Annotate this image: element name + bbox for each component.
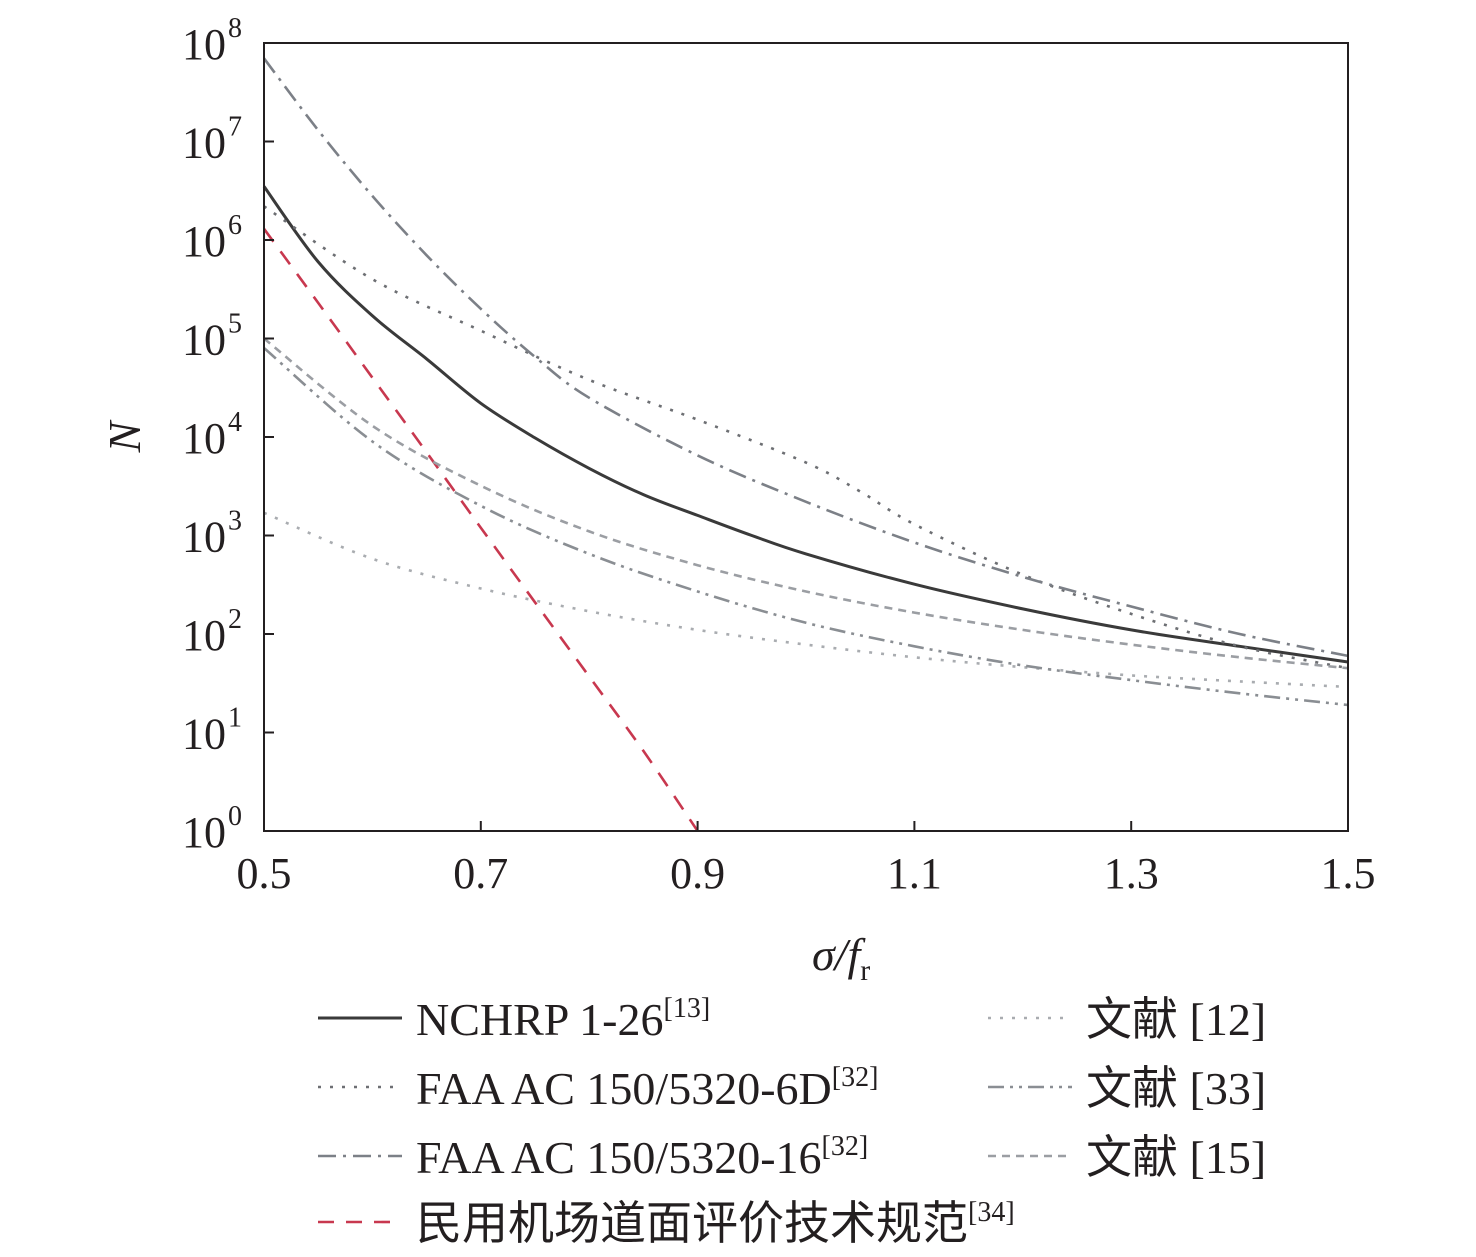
y-tick-label: 10 <box>182 316 226 365</box>
y-tick-label: 10 <box>182 20 226 69</box>
legend-label-4: 民用机场道面评价技术规范[34] <box>416 1197 1015 1249</box>
legend-label-2: FAA AC 150/5320-6D[32] <box>416 1062 878 1114</box>
series-line-1 <box>262 185 1349 664</box>
ticks-layer: 0.5 0.7 0.9 1.1 1.3 1.510 010 110 210 310 410 510 61… <box>182 13 1376 898</box>
y-tick-label: 10 <box>182 710 226 759</box>
y-tick-exponent: 2 <box>228 604 242 635</box>
y-tick-label: 10 <box>182 119 226 168</box>
x-tick-label: 0.7 <box>453 849 508 898</box>
y-tick-exponent: 5 <box>228 309 242 340</box>
x-tick-label: 0.9 <box>670 849 725 898</box>
y-tick-label: 10 <box>182 414 226 463</box>
series-line-5 <box>263 511 1349 689</box>
y-tick-label: 10 <box>182 513 226 562</box>
labels-layer: σ/fr N <box>99 419 870 987</box>
series-line-7 <box>263 337 1349 670</box>
y-tick-exponent: 0 <box>228 801 242 832</box>
y-tick-exponent: 8 <box>228 13 242 44</box>
x-tick-label: 1.5 <box>1321 849 1376 898</box>
y-tick-exponent: 7 <box>228 112 242 143</box>
legend-label-5: 文献 [12] <box>1086 994 1266 1045</box>
x-axis-label: σ/fr <box>812 929 870 987</box>
y-tick-exponent: 1 <box>228 703 242 734</box>
series-line-2 <box>263 205 1349 670</box>
y-tick-label: 10 <box>182 611 226 660</box>
series-layer <box>262 57 1349 832</box>
legend-label-6: 文献 [33] <box>1086 1063 1266 1114</box>
series-line-3 <box>262 57 1349 658</box>
plot-frame <box>263 42 1349 832</box>
series-line-4 <box>262 228 699 832</box>
series-line-6 <box>263 347 1349 707</box>
y-tick-exponent: 6 <box>228 210 242 241</box>
legend-label-1: NCHRP 1-26[13] <box>416 993 710 1045</box>
y-tick-exponent: 4 <box>228 407 242 438</box>
x-tick-label: 0.5 <box>237 849 292 898</box>
x-tick-label: 1.1 <box>887 849 942 898</box>
y-tick-label: 10 <box>182 217 226 266</box>
y-tick-exponent: 3 <box>228 506 242 537</box>
legend-label-3: FAA AC 150/5320-16[32] <box>416 1131 868 1183</box>
legend: NCHRP 1-26[13] FAA AC 150/5320-6D[32] FAA … <box>318 993 1266 1249</box>
y-axis-label: N <box>99 419 150 453</box>
y-tick-label: 10 <box>182 808 226 857</box>
x-tick-label: 1.3 <box>1104 849 1159 898</box>
legend-label-7: 文献 [15] <box>1086 1132 1266 1183</box>
